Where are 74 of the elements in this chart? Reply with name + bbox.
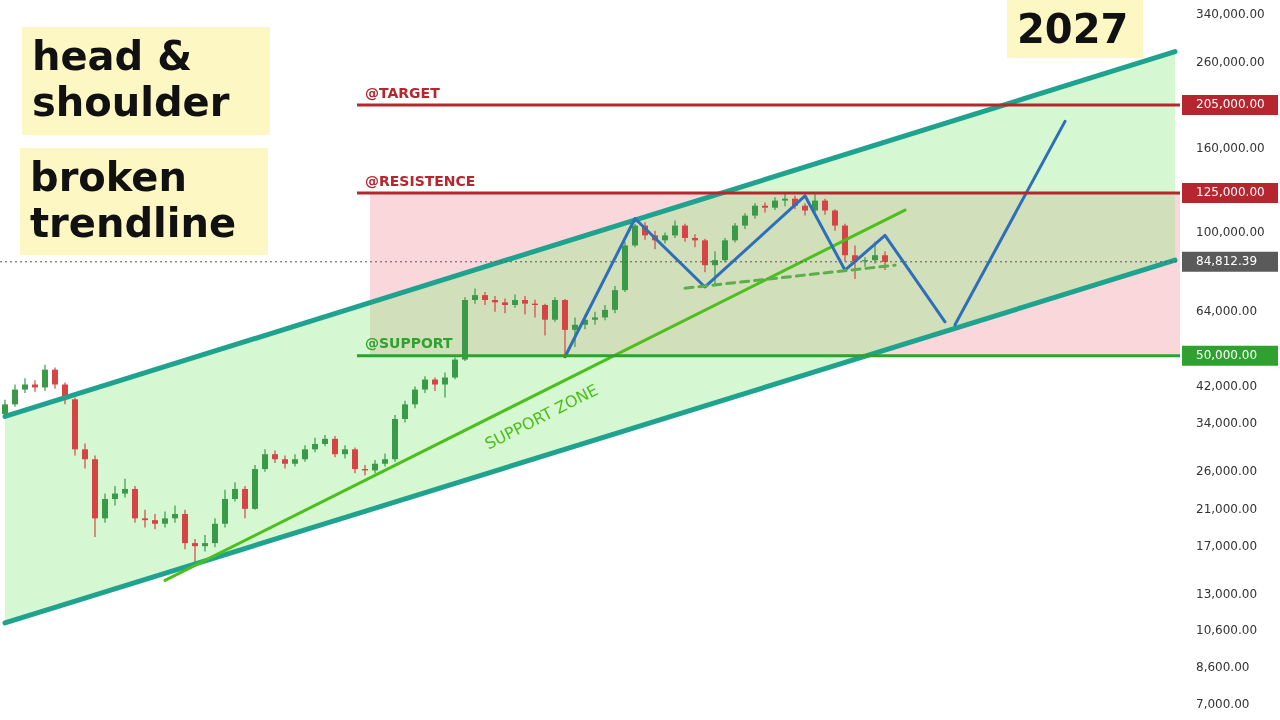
candlestick (412, 386, 418, 409)
candlestick (872, 241, 878, 265)
candlestick (112, 485, 118, 507)
candlestick (382, 453, 388, 467)
candlestick (762, 201, 768, 214)
candlestick (122, 478, 128, 499)
annotation: 2027 (1007, 0, 1143, 58)
candlestick (352, 446, 358, 474)
y-tick-label: 64,000.00 (1196, 303, 1258, 318)
candlestick (32, 379, 38, 393)
y-tick-label: 17,000.00 (1196, 539, 1258, 554)
y-tick-label: 42,000.00 (1196, 378, 1258, 393)
candlestick (452, 356, 458, 380)
candlestick (212, 517, 218, 548)
candlestick (612, 285, 618, 314)
y-tick-label: 10,600.00 (1196, 623, 1258, 638)
candlestick (262, 448, 268, 473)
y-tick-label: 260,000.00 (1196, 54, 1265, 69)
y-tick-label: 7,000.00 (1196, 696, 1250, 711)
candlestick (82, 442, 88, 469)
candlestick (662, 231, 668, 245)
candlestick (502, 297, 508, 314)
candlestick (542, 303, 548, 337)
candlestick (102, 492, 108, 524)
annotation: head & shoulder (22, 27, 270, 135)
candlestick (142, 509, 148, 529)
candlestick (632, 223, 638, 248)
candlestick (22, 377, 28, 394)
candlestick (472, 287, 478, 305)
candlestick (722, 237, 728, 264)
y-tick-label: 160,000.00 (1196, 141, 1265, 156)
candlestick (192, 538, 198, 565)
y-tick-label: 125,000.00 (1196, 185, 1265, 200)
candlestick (782, 193, 788, 207)
candlestick (342, 444, 348, 460)
candlestick (12, 383, 18, 408)
candlestick (42, 364, 48, 392)
ref-line-label: @RESISTENCE (365, 172, 476, 189)
y-tick-label: 205,000.00 (1196, 97, 1265, 112)
candlestick (402, 400, 408, 424)
candlestick (242, 485, 248, 519)
y-tick-label: 13,000.00 (1196, 586, 1258, 601)
y-tick-label: 26,000.00 (1196, 463, 1258, 478)
y-tick-label: 84,812.39 (1196, 253, 1258, 268)
y-tick-label: 340,000.00 (1196, 7, 1265, 22)
candlestick (592, 311, 598, 326)
y-tick-label: 34,000.00 (1196, 416, 1258, 431)
annotation: broken trendline (20, 148, 268, 255)
candlestick (152, 513, 158, 530)
candlestick (572, 316, 578, 348)
candlestick (802, 202, 808, 217)
candlestick (172, 504, 178, 524)
candlestick (232, 481, 238, 503)
candlestick (312, 437, 318, 453)
ref-line-label: @TARGET (365, 84, 441, 101)
candlestick (882, 250, 888, 271)
y-tick-label: 8,600.00 (1196, 660, 1250, 675)
candlestick (522, 295, 528, 316)
y-tick-label: 100,000.00 (1196, 224, 1265, 239)
candlestick (732, 222, 738, 244)
candlestick (832, 208, 838, 232)
candlestick (292, 453, 298, 467)
candlestick (332, 435, 338, 458)
y-tick-label: 50,000.00 (1196, 347, 1258, 362)
candlestick (512, 294, 518, 309)
candlestick (482, 291, 488, 306)
y-tick-label: 21,000.00 (1196, 501, 1258, 516)
candlestick (202, 534, 208, 553)
candlestick (162, 510, 168, 529)
candlestick (272, 449, 278, 464)
candlestick (52, 366, 58, 390)
candlestick (282, 454, 288, 469)
ref-line-label: @SUPPORT (365, 335, 454, 352)
candlestick (552, 296, 558, 323)
